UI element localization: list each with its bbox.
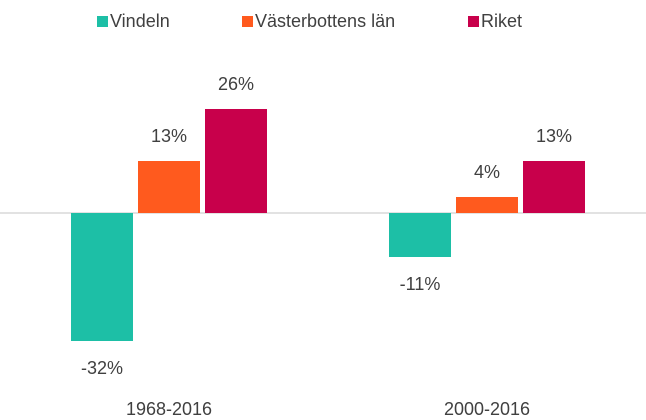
x-tick-label: 2000-2016 xyxy=(444,399,530,419)
legend-label: Vindeln xyxy=(110,11,170,31)
bar xyxy=(389,213,451,257)
bar xyxy=(456,197,518,213)
value-label: 13% xyxy=(151,126,187,146)
value-label: 4% xyxy=(474,162,500,182)
legend-label: Riket xyxy=(481,11,522,31)
x-tick-label: 1968-2016 xyxy=(126,399,212,419)
value-label: -11% xyxy=(400,274,441,294)
bar xyxy=(205,109,267,213)
legend-swatch xyxy=(468,16,479,27)
legend-label: Västerbottens län xyxy=(255,11,395,31)
legend-swatch xyxy=(242,16,253,27)
value-label: -32% xyxy=(81,358,123,378)
bar xyxy=(71,213,133,341)
bar xyxy=(523,161,585,213)
value-label: 26% xyxy=(218,74,254,94)
legend-swatch xyxy=(97,16,108,27)
bar xyxy=(138,161,200,213)
value-label: 13% xyxy=(536,126,572,146)
